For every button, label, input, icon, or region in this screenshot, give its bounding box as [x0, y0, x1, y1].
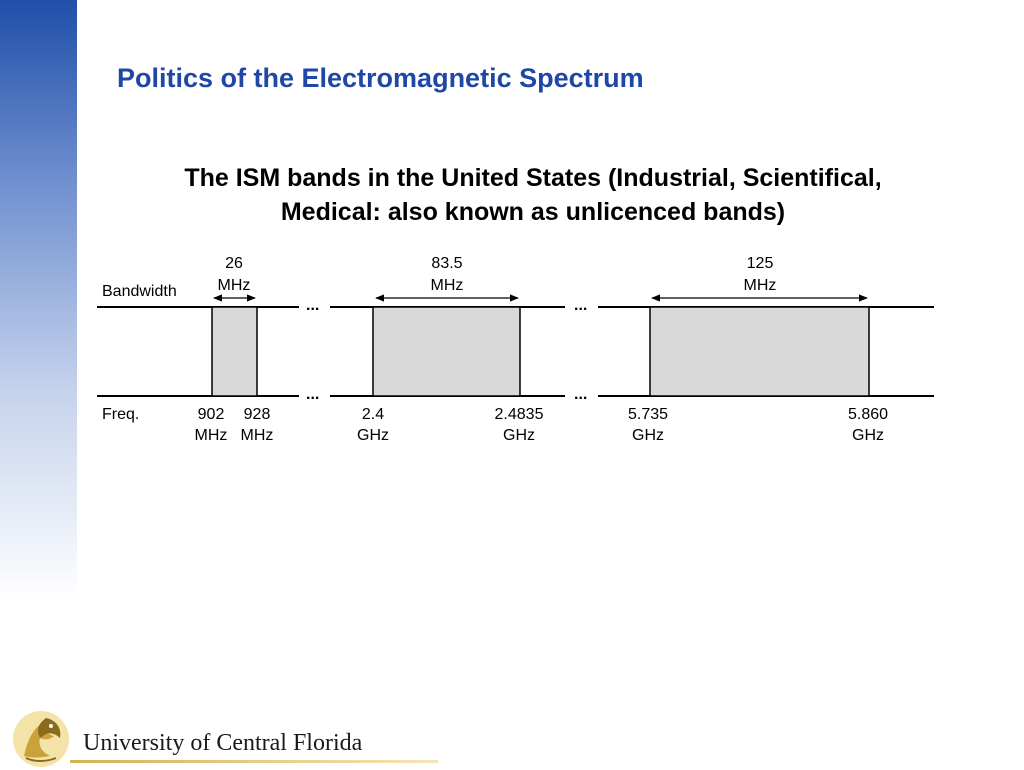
high-frequency-value: 928 [244, 406, 271, 423]
low-frequency-value: 2.4 [362, 406, 384, 423]
band-rectangle [372, 306, 521, 397]
band-902-928-mhz: 26 MHz 902 MHz 928 MHz [195, 255, 274, 444]
band-5-8-ghz: 125 MHz 5.735 GHz 5.860 GHz [628, 255, 888, 444]
pegasus-logo-icon [13, 711, 69, 767]
bandwidth-value: 125 [747, 255, 774, 272]
bottom-ellipsis-1: ... [306, 386, 319, 403]
bandwidth-unit: MHz [431, 277, 464, 294]
high-frequency-value: 5.860 [848, 406, 888, 423]
low-frequency-unit: GHz [632, 427, 664, 444]
bandwidth-unit: MHz [744, 277, 777, 294]
band-2-4-ghz: 83.5 MHz 2.4 GHz 2.4835 GHz [357, 255, 544, 444]
slide-subtitle: The ISM bands in the United States (Indu… [100, 161, 966, 229]
high-frequency-value: 2.4835 [495, 406, 544, 423]
bandwidth-row-label: Bandwidth [102, 283, 177, 300]
top-ellipsis-1: ... [306, 297, 319, 314]
frequency-row-label: Freq. [102, 406, 139, 423]
subtitle-line-1: The ISM bands in the United States (Indu… [184, 164, 882, 192]
high-frequency-unit: MHz [241, 427, 274, 444]
bandwidth-value: 26 [225, 255, 243, 272]
slide-title: Politics of the Electromagnetic Spectrum [117, 63, 644, 93]
sidebar-gradient-bar [0, 0, 77, 600]
slide-footer: University of Central Florida [0, 700, 1024, 768]
band-rectangle [211, 306, 258, 397]
band-rectangle [649, 306, 870, 397]
footer-divider [70, 760, 438, 763]
high-frequency-unit: GHz [503, 427, 535, 444]
low-frequency-value: 5.735 [628, 406, 668, 423]
top-ellipsis-2: ... [574, 297, 587, 314]
low-frequency-unit: GHz [357, 427, 389, 444]
subtitle-line-2: Medical: also known as unlicenced bands) [280, 198, 786, 226]
bandwidth-unit: MHz [218, 277, 251, 294]
bandwidth-value: 83.5 [431, 255, 462, 272]
low-frequency-unit: MHz [195, 427, 228, 444]
bottom-ellipsis-2: ... [574, 386, 587, 403]
high-frequency-unit: GHz [852, 427, 884, 444]
low-frequency-value: 902 [198, 406, 225, 423]
university-name: University of Central Florida [83, 730, 363, 756]
